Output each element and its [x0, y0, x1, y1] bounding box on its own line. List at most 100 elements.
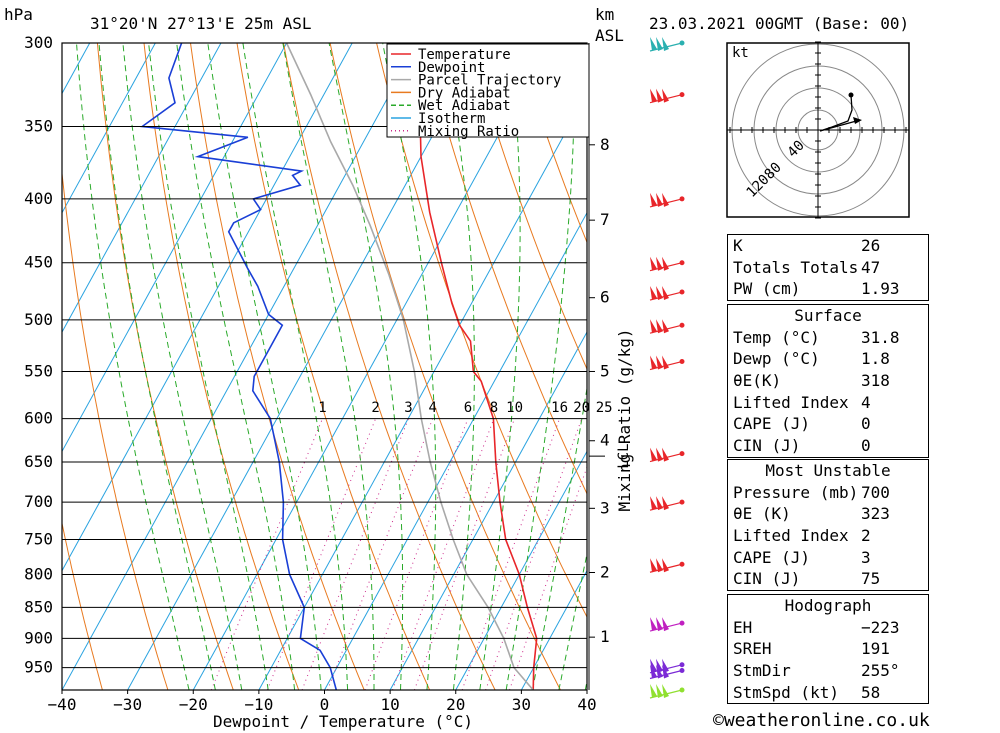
wet-adiabat [98, 43, 216, 690]
wind-barb-flag [662, 496, 669, 511]
wet-adiabat [328, 43, 404, 690]
most-unstable-table: Most Unstable Pressure (mb) 700 θE (K) 323… [727, 459, 929, 592]
index-value: 1.93 [861, 279, 900, 299]
wet-adiabat [242, 43, 349, 690]
dry-adiabat [981, 43, 1000, 690]
legend-label: Temperature [418, 47, 511, 63]
mixing-ratio-line [327, 418, 434, 690]
pressure-tick-label: 800 [24, 565, 53, 584]
wet-adiabat [76, 43, 190, 690]
mu-value: 2 [861, 526, 871, 546]
wind-barb-flag [662, 355, 669, 370]
pressure-tick-label: 500 [24, 310, 53, 329]
wet-adiabat [282, 43, 375, 690]
hodo-key: EH [733, 617, 753, 637]
wind-barb-flag [656, 192, 663, 207]
hodo-row: SREH 191 [728, 638, 928, 660]
mixing-ratio-value-label: 16 [551, 400, 568, 416]
mu-key: CIN (J) [733, 569, 801, 589]
surface-value: 31.8 [861, 327, 900, 347]
isotherm-line [192, 43, 550, 690]
mixing-ratio-value-label: 1 [318, 400, 326, 416]
dry-adiabat [376, 43, 587, 619]
x-tick-label: −20 [179, 695, 208, 714]
wind-barb-flag [662, 256, 669, 271]
isotherm-line [127, 43, 484, 690]
wind-barb-flag [656, 37, 663, 51]
series-dewpoint [140, 43, 338, 690]
hodo-key: StmSpd (kt) [733, 682, 839, 702]
legend-box [386, 43, 590, 138]
dry-adiabat [62, 520, 103, 690]
wind-barb-flag [650, 684, 657, 698]
height-unit-label: km [595, 5, 614, 24]
dry-adiabat [143, 43, 300, 690]
wind-barb-flag [662, 286, 669, 301]
most-unstable-title: Most Unstable [765, 461, 891, 480]
wind-barb-flag [662, 558, 669, 573]
pressure-tick-label: 350 [24, 117, 53, 136]
wind-barb-flag [650, 37, 657, 51]
wind-barb-flag [650, 192, 657, 207]
dry-adiabat [96, 43, 234, 690]
dry-adiabat [329, 43, 561, 690]
wind-barb [649, 286, 685, 301]
isotherm-line [0, 43, 24, 690]
wind-barb [649, 496, 685, 511]
hodo-row: StmDir 255° [728, 660, 928, 682]
isotherm-line [62, 43, 222, 334]
mu-value: 75 [861, 569, 881, 589]
index-key: Totals Totals [733, 257, 859, 277]
surface-key: Lifted Index [733, 392, 849, 412]
km-label: 2 [600, 562, 610, 581]
indices-table: K 26 Totals Totals 47 PW (cm) 1.93 [727, 234, 929, 302]
pressure-tick-label: 750 [24, 530, 53, 549]
wind-barb-flag [662, 447, 669, 462]
wind-barb-flag [650, 664, 657, 679]
wind-barb-flag [662, 664, 669, 679]
wind-barb-flag [656, 355, 663, 370]
valid-datetime: 23.03.2021 00GMT (Base: 00) [649, 14, 909, 33]
wind-barb-flag [662, 192, 669, 207]
mixing-ratio-value-label: 4 [428, 400, 436, 416]
wet-adiabat [148, 43, 269, 690]
surface-key: θE(K) [733, 371, 782, 391]
index-value: 47 [861, 257, 881, 277]
wet-adiabat [479, 43, 521, 690]
mu-key: θE (K) [733, 504, 791, 524]
mixing-ratio-value-label: 6 [464, 400, 472, 416]
mu-row: θE (K) 323 [728, 503, 928, 525]
surface-row: Lifted Index 4 [728, 392, 928, 414]
wind-barb-flag [656, 617, 663, 632]
hodograph-title: Hodograph [784, 596, 872, 615]
wet-adiabat [505, 43, 576, 690]
wet-adiabat [122, 43, 243, 690]
credit-link[interactable]: ©weatheronline.co.uk [713, 710, 930, 731]
wind-barb-flag [650, 558, 657, 573]
mu-key: CAPE (J) [733, 547, 811, 567]
plot-area [0, 43, 1000, 690]
surface-value: 0 [861, 414, 871, 434]
km-label: 8 [600, 135, 610, 154]
hodo-row: StmSpd (kt) 58 [728, 682, 928, 704]
wind-barb-flag [656, 664, 663, 679]
x-axis-label: Dewpoint / Temperature (°C) [213, 712, 473, 731]
surface-value: 1.8 [861, 349, 890, 369]
x-tick-label: −30 [113, 695, 142, 714]
dry-adiabat [62, 169, 169, 690]
wind-barb [649, 447, 685, 463]
index-row-pw: PW (cm) 1.93 [728, 278, 928, 300]
isotherm-line [258, 92, 587, 690]
km-label: 6 [600, 288, 610, 307]
wind-barb-flag [650, 447, 657, 462]
wet-adiabat [207, 43, 322, 690]
mixing-ratio-value-label: 8 [490, 400, 498, 416]
mu-row: Lifted Index 2 [728, 525, 928, 547]
mixing-ratio-value-label: 25 [596, 400, 613, 416]
km-label: 4 [600, 431, 610, 450]
x-tick-label: 0 [320, 695, 330, 714]
wind-barb-flag [650, 355, 657, 370]
plot-frame [61, 42, 588, 691]
dry-adiabat [190, 43, 365, 690]
